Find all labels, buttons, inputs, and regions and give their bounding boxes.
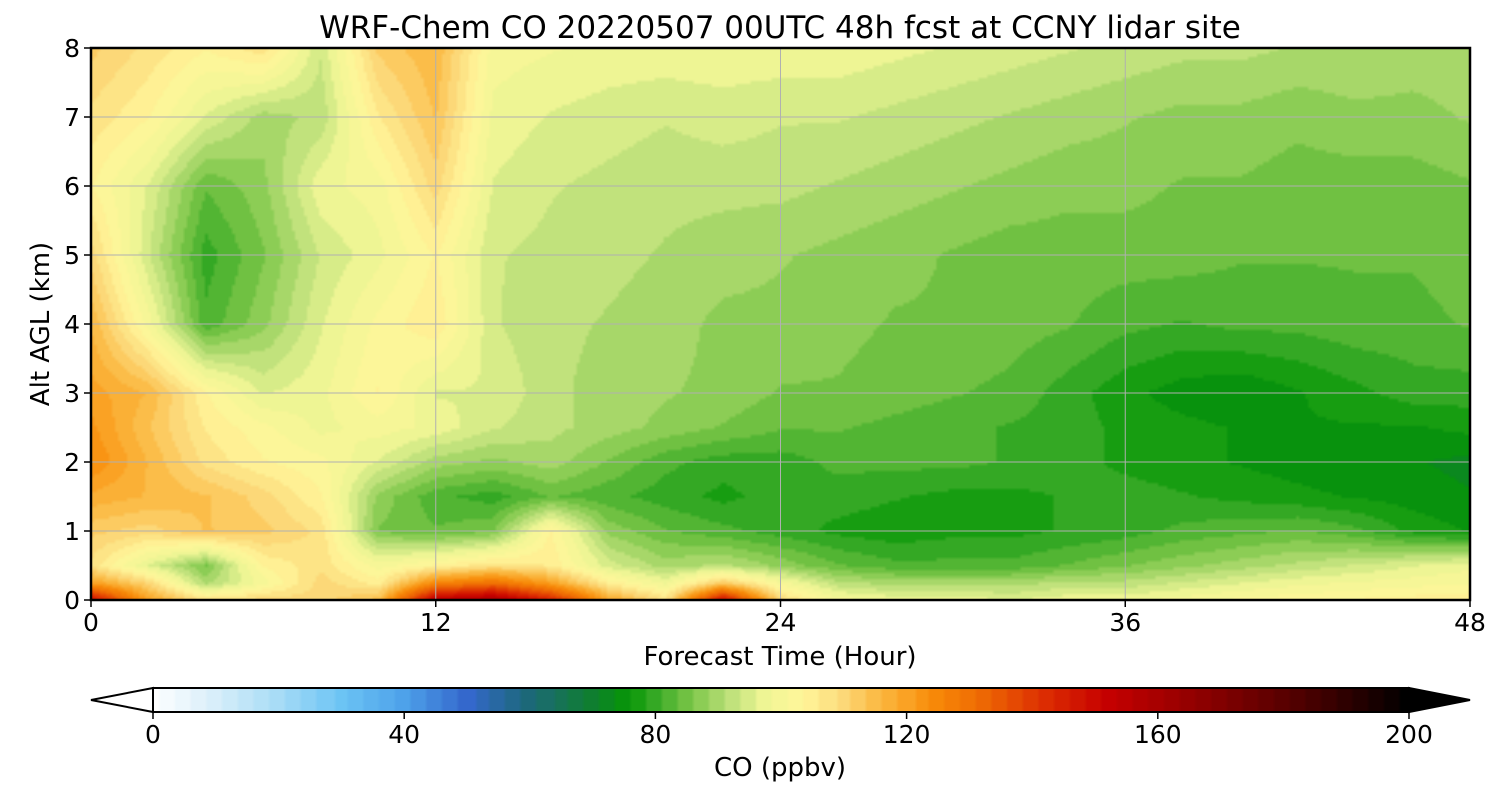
- colorbar-tick-label: 80: [639, 720, 671, 749]
- x-tick-label: 0: [83, 608, 99, 637]
- colorbar-max-extend-arrow: [1408, 686, 1471, 714]
- x-tick-label: 36: [1109, 608, 1141, 637]
- x-tick-label: 12: [420, 608, 452, 637]
- x-tick-label: 24: [765, 608, 797, 637]
- y-tick-label: 2: [64, 448, 80, 477]
- colorbar-ticks: 0 40 80 120 160 200: [145, 712, 1433, 749]
- y-tick-label: 0: [64, 586, 80, 615]
- y-tick-label: 5: [64, 241, 80, 270]
- y-tick-label: 8: [64, 34, 80, 63]
- colorbar-tick-label: 0: [145, 720, 161, 749]
- colorbar-frame: [152, 687, 1410, 713]
- y-tick-label: 4: [64, 310, 80, 339]
- colorbar-min-extend-arrow: [90, 686, 154, 714]
- y-tick-label: 3: [64, 379, 80, 408]
- chart-title: WRF-Chem CO 20220507 00UTC 48h fcst at C…: [319, 10, 1241, 46]
- x-axis: 0 12 24 36 48: [83, 600, 1486, 637]
- colorbar-tick-label: 120: [883, 720, 931, 749]
- colorbar-label: CO (ppbv): [714, 753, 846, 783]
- y-axis: 0 1 2 3 4 5 6 7 8: [64, 34, 91, 615]
- x-tick-label: 48: [1454, 608, 1486, 637]
- colorbar-tick-label: 40: [388, 720, 420, 749]
- x-axis-label: Forecast Time (Hour): [643, 642, 916, 672]
- y-tick-label: 1: [64, 517, 80, 546]
- colorbar: 0 40 80 120 160 200 CO (ppbv): [90, 686, 1471, 783]
- y-tick-label: 6: [64, 172, 80, 201]
- y-axis-label: Alt AGL (km): [26, 242, 56, 406]
- colorbar-gradient: [153, 688, 1409, 712]
- colorbar-tick-label: 200: [1385, 720, 1433, 749]
- colorbar-tick-label: 160: [1134, 720, 1182, 749]
- y-tick-label: 7: [64, 103, 80, 132]
